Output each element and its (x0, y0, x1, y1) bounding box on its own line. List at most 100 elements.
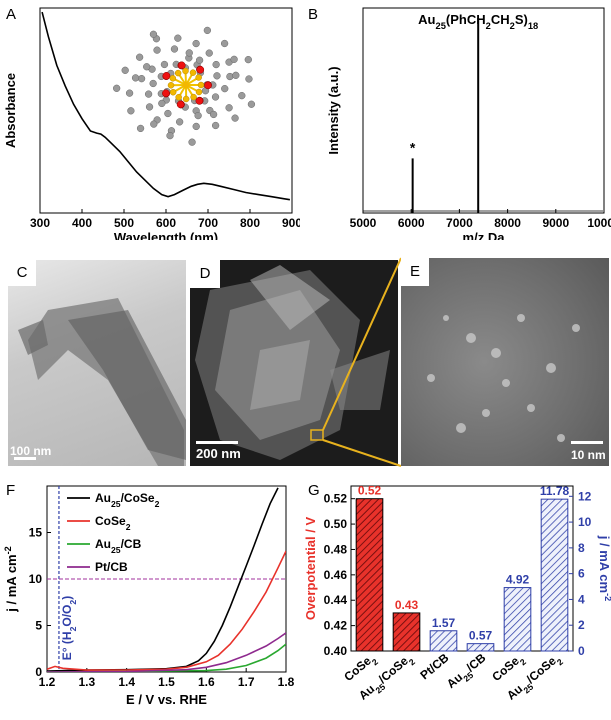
y-axis-label: Absorbance (3, 73, 18, 148)
scale-bar-label: 10 nm (571, 448, 606, 462)
x-tick-label: 10000 (587, 216, 611, 230)
bar (429, 630, 458, 652)
panel-e-hr-image: E 10 nm (401, 258, 609, 466)
scale-bar (571, 441, 603, 444)
y-left-tick-label: 0.42 (324, 619, 348, 633)
scale-bar (196, 441, 238, 444)
absorbance-chart: 300 400 500 600 700 800 900 Wavelength (nm) Abso… (3, 7, 300, 240)
bar-value-label: 0.52 (358, 484, 382, 498)
x-axis-label: E / V vs. RHE (126, 692, 207, 707)
panel-label: E (401, 258, 429, 286)
x-tick-label: 1.4 (118, 675, 135, 689)
y-axis-label: Intensity (a.u.) (326, 66, 341, 154)
nanosheet-shape (18, 298, 186, 466)
y-left-tick-label: 0.52 (324, 492, 348, 506)
absorbance-line (41, 11, 291, 201)
y-right-tick-label: 6 (578, 567, 585, 581)
x-tick-label: 700 (198, 216, 218, 230)
y-axis-label: j / mA cm-2 (3, 546, 19, 612)
bar (392, 612, 421, 652)
panel-label: B (308, 6, 319, 23)
panel-b: B 5000 6000 7000 8000 9000 10000 m/z Da Intensi… (300, 0, 611, 240)
panel-label: F (6, 482, 16, 499)
mass-spectrum-chart: 5000 6000 7000 8000 9000 10000 m/z Da Intensity… (326, 7, 611, 240)
reference-line-label: E° (H2O/O2) (60, 596, 78, 660)
y-right-tick-label: 0 (578, 644, 585, 658)
category-label: CoSe2 (489, 650, 528, 687)
x-tick-label: 5000 (350, 216, 377, 230)
bar (466, 643, 495, 652)
y-left-tick-label: 0.44 (324, 593, 348, 607)
x-tick-label: 1.2 (39, 675, 56, 689)
bar (355, 498, 384, 652)
y-right-tick-label: 12 (578, 489, 592, 503)
y-right-tick-label: 2 (578, 618, 585, 632)
y-right-axis-label: j / mA cm-2 (597, 535, 611, 601)
y-right-tick-label: 4 (578, 592, 585, 606)
bar (503, 587, 532, 652)
x-tick-label: 9000 (542, 216, 569, 230)
legend-label: Au25/CoSe2 (95, 491, 160, 509)
legend-label: Au25/CB (95, 537, 142, 555)
scale-bar-label: 100 nm (10, 444, 52, 458)
legend-label: Pt/CB (95, 560, 128, 574)
au25-structure-illustration (113, 26, 256, 146)
panel-label: D (190, 260, 220, 288)
bar-value-label: 0.43 (395, 598, 419, 612)
x-tick-label: 1.6 (198, 675, 215, 689)
panel-g: G 0.40 0.42 0.44 0.46 0.48 0.50 0.52 0 2 4 6 8 10 12 O… (300, 478, 611, 720)
panel-label: G (308, 482, 320, 499)
panel-label: C (8, 260, 36, 286)
y-left-tick-label: 0.46 (324, 568, 348, 582)
y-left-tick-label: 0.48 (324, 542, 348, 556)
y-left-tick-label: 0.50 (324, 517, 348, 531)
overpotential-bar-chart: 0.40 0.42 0.44 0.46 0.48 0.50 0.52 0 2 4 6 8 10 12 Ove… (303, 484, 611, 703)
x-tick-label: 8000 (494, 216, 521, 230)
y-left-axis-label: Overpotential / V (303, 517, 318, 621)
bar-value-label: 1.57 (432, 616, 456, 630)
x-tick-label: 400 (72, 216, 92, 230)
bar (540, 498, 569, 652)
bar-value-label: 11.78 (540, 484, 570, 498)
y-tick-label: 10 (29, 572, 43, 586)
plot-frame (350, 485, 574, 652)
plot-frame (46, 485, 287, 673)
category-label: CoSe2 (341, 650, 380, 687)
plot-frame (362, 7, 605, 214)
panel-d-stem-image: D 200 nm (190, 260, 398, 466)
x-tick-label: 1.8 (278, 675, 295, 689)
chart-title: Au25(PhCH2CH2S)18 (418, 12, 538, 31)
category-label: Au25/CB (444, 650, 491, 694)
bar-value-label: 0.57 (469, 629, 493, 643)
polarization-chart: 1.2 1.3 1.4 1.5 1.6 1.7 1.8 0 5 10 15 E / V vs. RHE… (3, 485, 295, 707)
scale-bar-label: 200 nm (196, 446, 241, 461)
x-tick-label: 7000 (446, 216, 473, 230)
au25-cluster-dots (427, 314, 580, 442)
series-line (47, 643, 286, 672)
x-axis-label: m/z Da (463, 230, 506, 240)
nanosheet-aggregate (195, 265, 390, 460)
y-right-tick-label: 8 (578, 541, 585, 555)
x-tick-label: 600 (156, 216, 176, 230)
legend-label: CoSe2 (95, 514, 131, 532)
x-tick-label: 1.5 (158, 675, 175, 689)
panel-label: A (6, 6, 17, 23)
bar-value-label: 4.92 (506, 573, 530, 587)
peak-annotation: * (410, 139, 416, 155)
series-line (47, 632, 286, 672)
x-tick-label: 800 (240, 216, 260, 230)
x-axis-label: Wavelength (nm) (114, 230, 218, 240)
y-right-tick-label: 10 (578, 515, 592, 529)
y-left-tick-label: 0.40 (324, 644, 348, 658)
scale-bar (14, 457, 36, 460)
x-tick-label: 1.3 (78, 675, 95, 689)
y-tick-label: 15 (29, 526, 43, 540)
panel-f: F 1.2 1.3 1.4 1.5 1.6 1.7 1.8 0 5 10 15 E / V vs. R… (0, 478, 300, 720)
x-tick-label: 1.7 (238, 675, 255, 689)
series-line (47, 550, 286, 671)
y-tick-label: 5 (35, 619, 42, 633)
y-tick-label: 0 (35, 665, 42, 679)
x-tick-label: 500 (114, 216, 134, 230)
panel-a: A 300 400 500 600 700 800 900 Wavelength (nm) Ab… (0, 0, 300, 240)
panel-c-tem-image: C 100 nm (8, 260, 186, 466)
